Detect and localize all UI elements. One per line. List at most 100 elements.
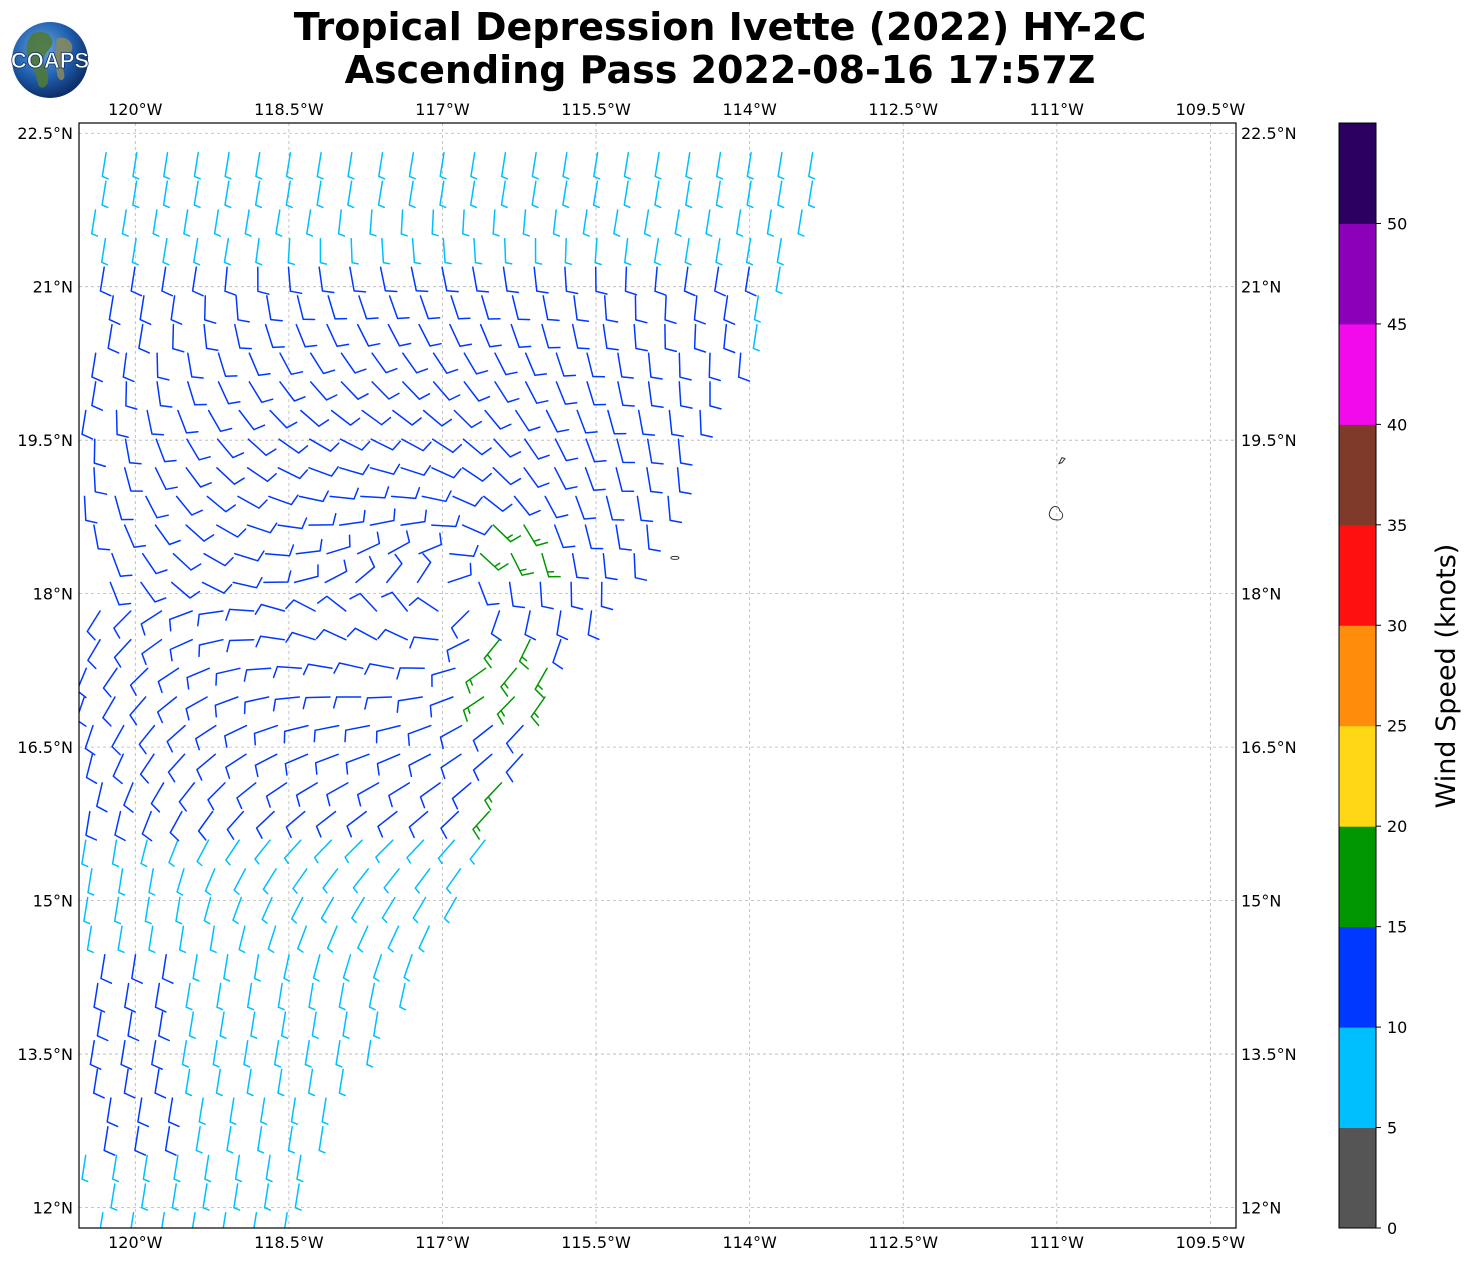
wind-barb-499	[379, 266, 398, 293]
wind-barb-375	[155, 438, 177, 463]
wind-barb-527	[223, 237, 231, 266]
wind-barb-251	[450, 610, 470, 639]
wind-barb-333	[206, 495, 236, 513]
wind-barb-404	[555, 381, 578, 405]
wind-barb-232	[518, 638, 531, 670]
lon-tick-bottom-6: 111°W	[1030, 1233, 1085, 1252]
wind-barb-51	[243, 1040, 251, 1068]
wind-barb-240	[255, 635, 286, 648]
wind-barb-247	[587, 610, 600, 641]
wind-barb-357	[93, 467, 108, 495]
wind-barb-116	[383, 868, 400, 894]
wind-barb-142	[440, 810, 460, 839]
wind-barb-429	[463, 352, 489, 375]
wind-barb-594	[378, 151, 386, 180]
wind-barb-130	[375, 839, 394, 864]
wind-barb-23	[287, 1125, 295, 1154]
wind-barb-86	[161, 954, 174, 984]
wind-barb-341	[584, 467, 606, 492]
wind-barb-276	[232, 576, 263, 589]
wind-barb-242	[198, 638, 224, 658]
wind-barb-440	[122, 352, 135, 383]
wind-barb-372	[247, 438, 277, 457]
wind-barb-111	[144, 896, 152, 925]
wind-barb-224	[243, 667, 272, 682]
wind-barb-181	[139, 753, 155, 784]
wind-barb-47	[366, 1040, 374, 1068]
wind-barb-306	[431, 514, 461, 528]
wind-barb-265	[570, 581, 584, 610]
wind-barb-48	[335, 1040, 343, 1068]
colorbar-bin-4	[1339, 725, 1376, 827]
wind-barb-74	[185, 982, 193, 1011]
wind-barb-140	[81, 839, 89, 868]
wind-barb-504	[224, 266, 237, 296]
wind-barb-296	[172, 552, 202, 571]
wind-barb-567	[469, 180, 478, 209]
wind-barb-383	[545, 409, 570, 433]
wind-barb-97	[178, 925, 187, 954]
wind-barb-503	[257, 266, 270, 295]
wind-barb-485	[108, 295, 121, 326]
wind-barb-389	[361, 409, 392, 426]
island-0	[1057, 457, 1066, 465]
wind-barb-454	[387, 323, 412, 347]
wind-barb-89	[418, 925, 430, 953]
wind-barb-319	[636, 495, 654, 523]
wind-barb-229	[102, 667, 118, 698]
wind-barb-401	[647, 381, 664, 408]
wind-barb-309	[338, 509, 366, 526]
wind-barb-206	[302, 696, 331, 710]
wind-barb-556	[807, 180, 816, 209]
wind-barb-263	[86, 610, 101, 641]
wind-barb-324	[483, 495, 513, 512]
wind-barb-72	[246, 982, 255, 1011]
wind-barb-452	[449, 323, 473, 348]
wind-barb-112	[113, 896, 122, 925]
wind-barb-284	[541, 552, 561, 578]
wind-barb-565	[531, 180, 539, 209]
lon-tick-top-4: 114°W	[722, 100, 777, 119]
wind-barb-285	[510, 552, 535, 576]
wind-barb-520	[442, 237, 452, 265]
wind-barb-419	[91, 381, 104, 411]
wind-barb-243	[169, 638, 193, 662]
wind-barb-532	[797, 209, 805, 237]
wind-barb-433	[340, 352, 367, 374]
wind-barb-213	[102, 696, 116, 727]
lon-tick-bottom-1: 118.5°W	[254, 1233, 324, 1252]
wind-barb-249	[524, 610, 537, 641]
wind-barb-322	[544, 495, 569, 519]
wind-barb-340	[615, 467, 635, 493]
wind-barb-239	[285, 631, 316, 643]
wind-barb-479	[296, 295, 316, 321]
lat-tick-left-2: 19.5°N	[17, 431, 73, 450]
wind-barb-41	[246, 1068, 254, 1097]
wind-barb-442	[752, 323, 760, 352]
wind-barb-94	[267, 925, 277, 954]
wind-barb-405	[524, 381, 549, 404]
wind-barb-328	[360, 486, 390, 499]
wind-barb-191	[283, 724, 309, 744]
wind-barb-316	[123, 524, 147, 548]
wind-barb-73	[216, 982, 224, 1011]
wind-barb-52	[212, 1040, 220, 1068]
wind-barb-417	[156, 381, 173, 408]
wind-barb-150	[197, 810, 214, 841]
wind-barb-282	[602, 552, 618, 581]
wind-barb-67	[399, 982, 407, 1011]
wind-barb-502	[287, 266, 303, 295]
wind-barb-236	[377, 628, 408, 641]
wind-barb-493	[564, 266, 579, 295]
wind-barb-66	[96, 1011, 109, 1042]
wind-barb-414	[248, 381, 274, 404]
wind-barb-146	[315, 810, 337, 838]
wind-barb-385	[484, 409, 512, 430]
lon-tick-bottom-3: 115.5°W	[561, 1233, 631, 1252]
wind-barb-473	[481, 295, 501, 320]
wind-barb-458	[264, 323, 285, 349]
lon-tick-bottom-4: 114°W	[722, 1233, 777, 1252]
wind-barb-29	[103, 1125, 116, 1156]
wind-barb-483	[170, 295, 183, 325]
wind-barb-238	[315, 628, 347, 641]
